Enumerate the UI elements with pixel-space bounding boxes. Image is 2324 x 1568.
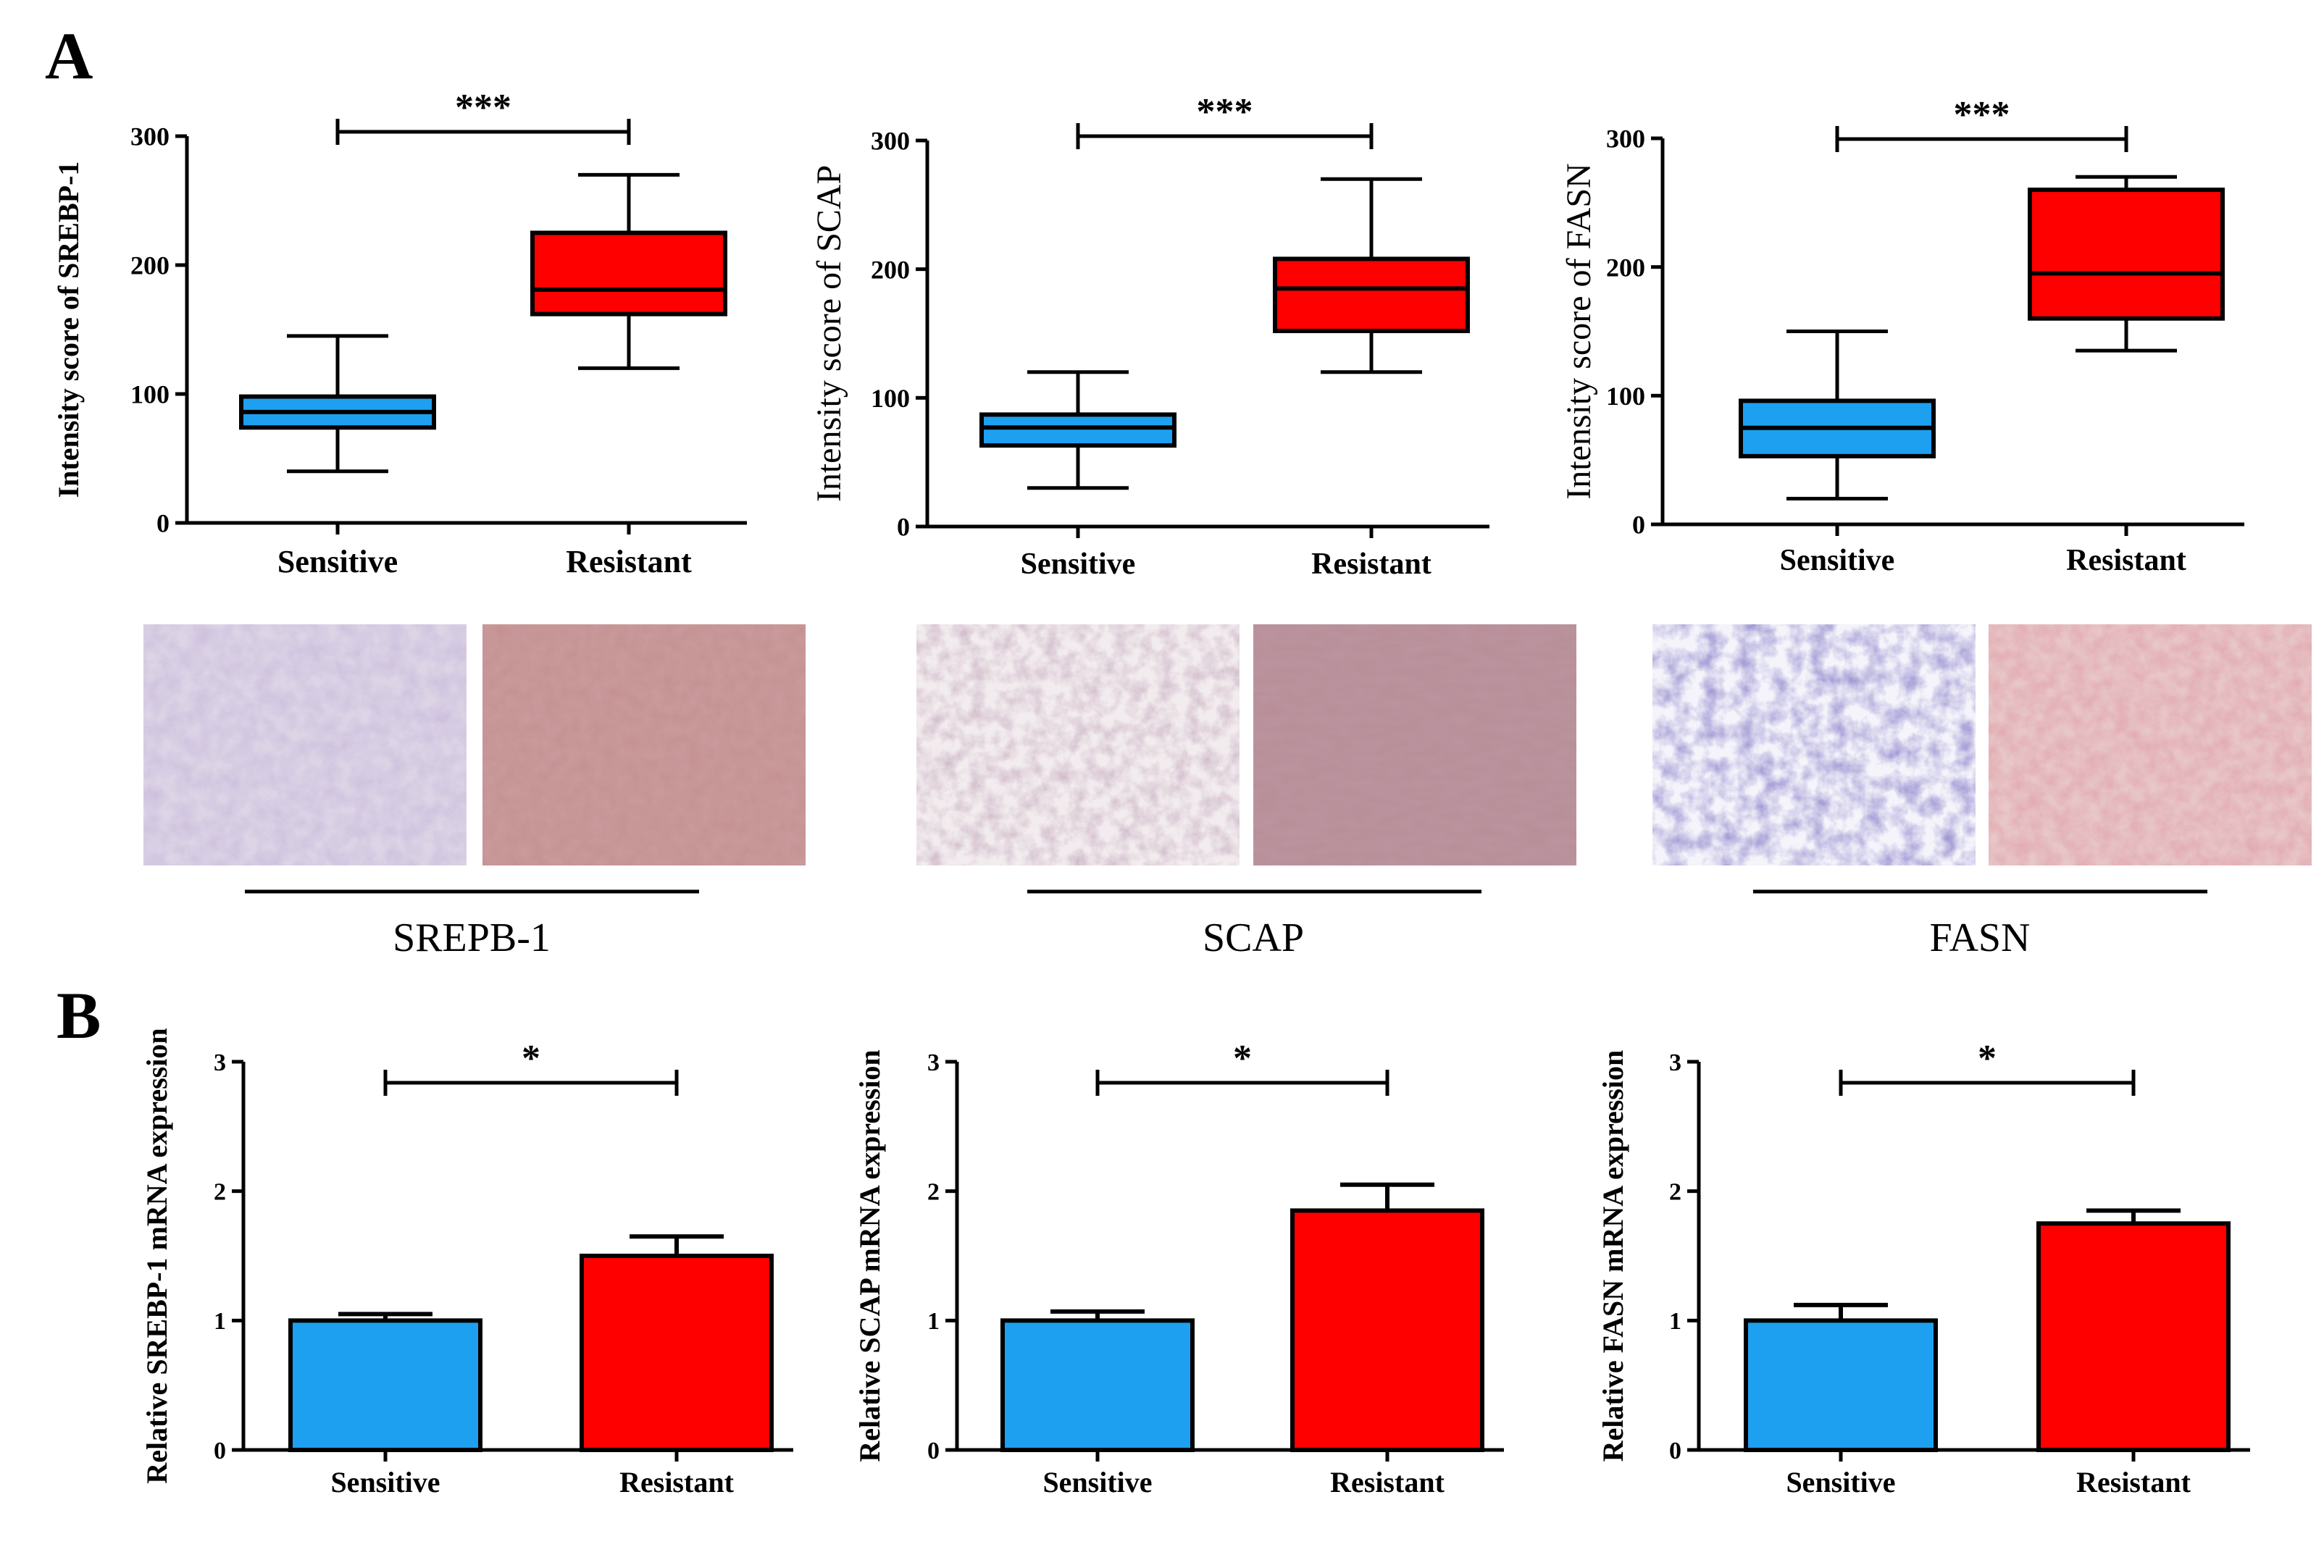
y-tick-label: 200 <box>1606 253 1645 282</box>
panel-label-a: A <box>45 19 93 93</box>
x-category-label: Sensitive <box>1786 1466 1895 1498</box>
y-tick-label: 300 <box>1606 125 1645 154</box>
x-category-label: Sensitive <box>1042 1466 1152 1498</box>
box-iqr <box>530 230 727 316</box>
significance-stars: *** <box>1954 94 2010 135</box>
x-category-label: Sensitive <box>277 544 398 579</box>
chart-fasn-mrna: 0 1 2 3 Sensitive Resistant Relative FASN mRNA… <box>1597 1038 2250 1498</box>
x-category-label: Sensitive <box>330 1466 440 1498</box>
x-category-label: Resistant <box>619 1466 734 1498</box>
y-tick-label: 2 <box>1669 1179 1681 1206</box>
bar <box>2036 1221 2231 1453</box>
y-tick-label: 3 <box>927 1049 940 1076</box>
x-category-label: Resistant <box>1330 1466 1445 1498</box>
bar <box>580 1254 774 1452</box>
chart-scap-mrna: 0 1 2 3 Sensitive Resistant Relative SCAP mRNA… <box>853 1038 1504 1498</box>
x-category-label: Resistant <box>566 544 692 579</box>
box-iqr <box>1273 256 1470 333</box>
y-tick-label: 300 <box>130 122 170 151</box>
micrograph-group-srebp1: SREPB-1 <box>143 624 806 960</box>
caption-srebp1: SREPB-1 <box>393 915 551 960</box>
micrograph-sensitive-srebp1 <box>143 624 467 865</box>
micrograph-group-fasn: FASN <box>1652 624 2312 960</box>
x-category-label: Resistant <box>2066 544 2186 577</box>
y-tick-label: 1 <box>214 1308 226 1335</box>
micrograph-resistant-srebp1 <box>482 624 806 865</box>
y-tick-label: 3 <box>1669 1049 1681 1076</box>
micrograph-resistant-scap <box>1253 624 1576 865</box>
y-axis-label: Intensity score of FASN <box>1560 163 1598 499</box>
y-tick-label: 1 <box>927 1308 940 1335</box>
y-axis-label: Relative SCAP mRNA expression <box>853 1049 886 1462</box>
y-tick-label: 2 <box>214 1179 226 1206</box>
bar <box>1290 1208 1484 1452</box>
y-tick-label: 100 <box>1606 382 1645 411</box>
y-tick-label: 0 <box>214 1438 226 1464</box>
y-axis-label: Relative SREBP-1 mRNA expression <box>141 1028 173 1483</box>
significance-stars: *** <box>455 87 511 128</box>
significance-stars: * <box>1233 1038 1252 1079</box>
chart-fasn-intensity: 0 100 200 300 Sensitive Resistant Intensity sc… <box>1560 94 2244 577</box>
significance-stars: * <box>522 1038 540 1079</box>
bar <box>1744 1318 1938 1453</box>
caption-scap: SCAP <box>1203 915 1304 960</box>
significance-stars: *** <box>1197 91 1253 133</box>
y-tick-label: 0 <box>1669 1438 1681 1464</box>
chart-scap-intensity: 0 100 200 300 Sensitive Resistant Intensity sc… <box>810 91 1489 581</box>
y-tick-label: 100 <box>871 384 910 413</box>
chart-srebp1-intensity: 0 100 200 300 Sensitive Resistant Intensity sc… <box>52 87 747 579</box>
panel-label-b: B <box>57 978 101 1052</box>
y-tick-label: 0 <box>927 1438 940 1464</box>
micrograph-sensitive-fasn <box>1652 624 1976 865</box>
significance-stars: * <box>1978 1038 1997 1079</box>
box-iqr <box>979 412 1176 448</box>
chart-srebp1-mrna: 0 1 2 3 Sensitive Resistant Relative SREBP-1 m… <box>141 1028 793 1498</box>
y-tick-label: 0 <box>1632 511 1645 540</box>
y-tick-label: 200 <box>130 251 170 280</box>
y-tick-label: 2 <box>927 1179 940 1206</box>
y-tick-label: 300 <box>871 127 910 156</box>
y-axis-label: Relative FASN mRNA expression <box>1597 1050 1629 1462</box>
y-tick-label: 3 <box>214 1049 226 1076</box>
micrograph-sensitive-scap <box>916 624 1240 865</box>
box-iqr <box>2028 188 2225 321</box>
bar <box>288 1318 482 1453</box>
y-axis-label: Intensity score of SCAP <box>810 165 848 502</box>
micrograph-group-scap: SCAP <box>916 624 1576 960</box>
y-tick-label: 0 <box>156 509 170 538</box>
y-tick-label: 0 <box>897 513 910 542</box>
y-tick-label: 1 <box>1669 1308 1681 1335</box>
y-axis-label: Intensity score of SREBP-1 <box>52 162 85 498</box>
caption-fasn: FASN <box>1929 915 2030 960</box>
bar <box>1000 1318 1195 1453</box>
x-category-label: Sensitive <box>1021 548 1136 581</box>
x-category-label: Sensitive <box>1780 544 1895 577</box>
y-tick-label: 200 <box>871 255 910 284</box>
x-category-label: Resistant <box>2076 1466 2191 1498</box>
micrograph-resistant-fasn <box>1989 624 2312 865</box>
y-tick-label: 100 <box>130 380 170 409</box>
x-category-label: Resistant <box>1311 548 1431 581</box>
